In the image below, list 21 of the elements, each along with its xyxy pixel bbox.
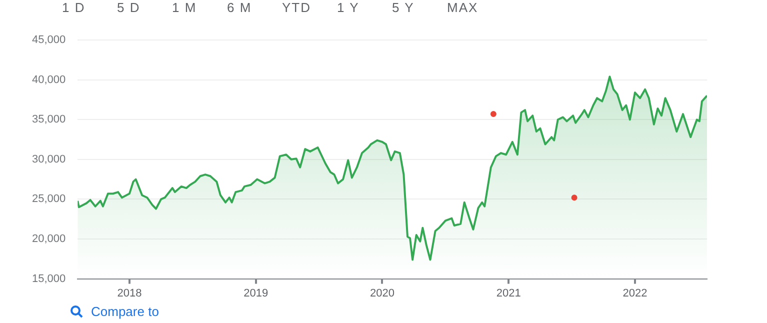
text: MAX [447, 0, 480, 15]
y-tick-label: 40,000 [32, 74, 66, 86]
x-tick-label: 2018 [117, 287, 142, 300]
x-tick-label: 2019 [244, 287, 268, 300]
y-tick-label: 20,000 [32, 233, 66, 246]
y-tick-label: 15,000 [32, 272, 66, 285]
text: 5 Y [392, 0, 416, 15]
x-tick-label: 2021 [496, 287, 521, 300]
text: 6 M [227, 0, 253, 15]
x-tick-label: 2020 [370, 287, 394, 300]
y-tick-label: 30,000 [32, 153, 66, 166]
x-tick-label: 2022 [622, 287, 648, 300]
y-tick-label: 35,000 [32, 114, 66, 126]
text: 1 D [62, 0, 86, 15]
y-tick-label: 45,000 [32, 34, 66, 46]
text: 1 Y [337, 0, 360, 15]
text: Compare to [91, 304, 159, 319]
text: 1 M [172, 0, 198, 15]
text: YTD [282, 0, 312, 15]
text: 5 D [117, 0, 142, 15]
y-tick-label: 25,000 [32, 193, 66, 206]
